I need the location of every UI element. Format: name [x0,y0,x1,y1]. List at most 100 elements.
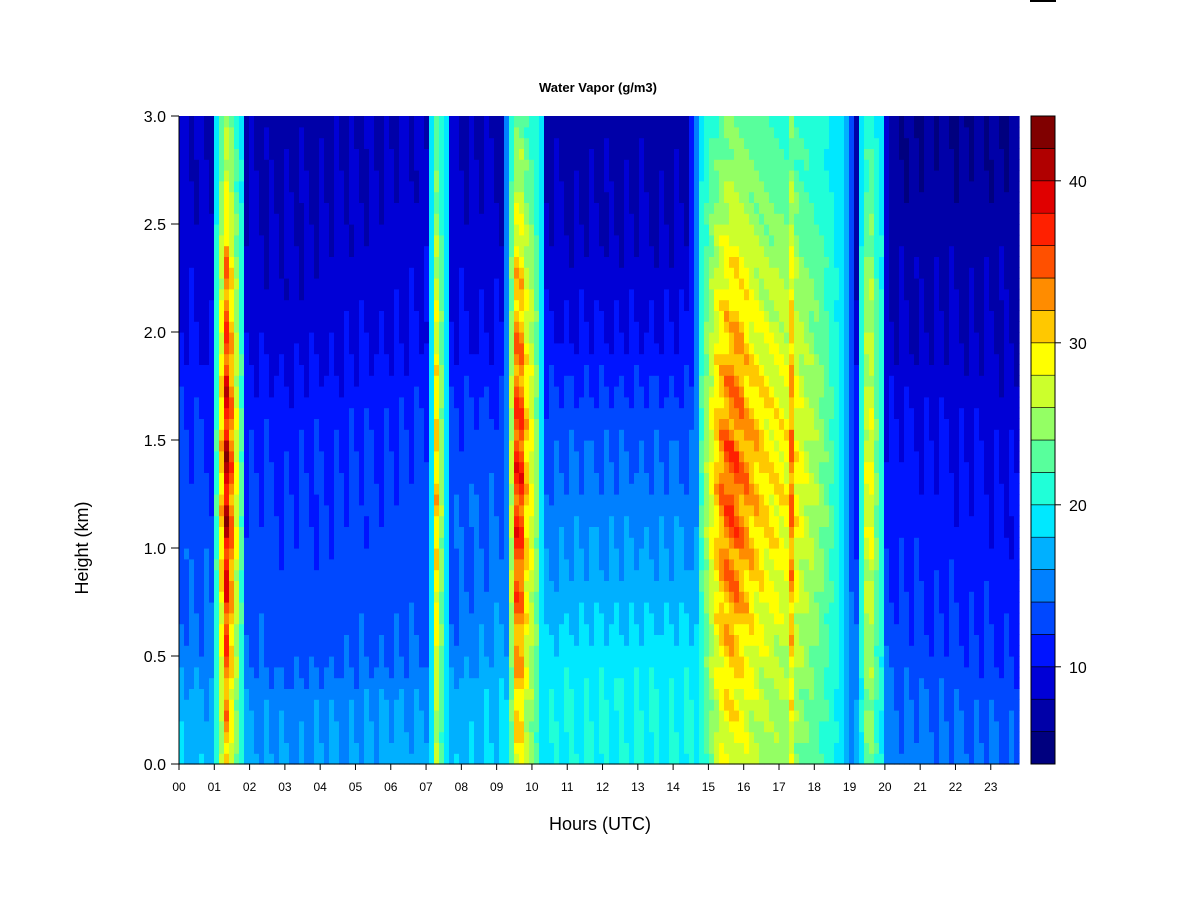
heatmap-cell [234,267,240,279]
heatmap-cell [359,558,365,571]
heatmap-cell [239,418,245,430]
heatmap-cell [559,116,565,128]
heatmap-cell [389,483,395,495]
heatmap-cell [454,267,460,279]
heatmap-cell [564,558,570,571]
heatmap-cell [189,612,195,625]
heatmap-cell [269,440,275,452]
heatmap-cell [289,299,295,311]
heatmap-cell [554,299,560,311]
heatmap-cell [269,731,275,743]
heatmap-cell [264,137,270,149]
heatmap-cell [469,256,475,268]
heatmap-cell [444,213,450,225]
heatmap-cell [569,440,575,452]
heatmap-cell [574,666,580,679]
heatmap-cell [579,278,585,290]
heatmap-cell [549,731,555,743]
heatmap-cell [549,407,555,419]
heatmap-cell [194,407,200,419]
heatmap-cell [179,623,185,635]
heatmap-cell [574,580,580,592]
heatmap-cell [369,342,375,355]
heatmap-cell [524,137,530,149]
heatmap-cell [519,191,525,203]
heatmap-cell [324,202,330,214]
heatmap-cell [429,461,435,473]
heatmap-cell [284,645,290,657]
heatmap-cell [244,569,250,581]
heatmap-cell [249,666,255,679]
heatmap-cell [414,656,420,668]
heatmap-cell [284,429,290,441]
heatmap-cell [309,461,315,473]
heatmap-cell [509,429,515,441]
heatmap-cell [409,526,415,538]
heatmap-cell [259,515,265,527]
heatmap-cell [449,116,455,128]
heatmap-cell [379,353,385,365]
heatmap-cell [589,656,595,668]
heatmap-cell [569,558,575,571]
heatmap-cell [479,537,485,549]
heatmap-cell [319,342,325,355]
heatmap-cell [454,191,460,203]
heatmap-cell [274,461,280,473]
heatmap-cell [259,364,265,376]
heatmap-cell [389,440,395,452]
heatmap-cell [324,688,330,700]
heatmap-cell [494,537,500,549]
heatmap-cell [194,321,200,333]
heatmap-cell [579,267,585,279]
heatmap-cell [534,234,540,247]
heatmap-cell [304,537,310,549]
heatmap-cell [314,688,320,700]
heatmap-cell [514,483,520,495]
heatmap-cell [389,537,395,549]
heatmap-cell [309,472,315,484]
heatmap-cell [534,602,540,614]
heatmap-cell [384,288,390,301]
heatmap-cell [219,710,225,722]
heatmap-cell [479,548,485,560]
heatmap-cell [299,645,305,657]
heatmap-cell [324,710,330,722]
heatmap-cell [549,288,555,301]
heatmap-cell [589,396,595,409]
heatmap-cell [314,429,320,441]
heatmap-cell [399,548,405,560]
heatmap-cell [439,170,445,182]
heatmap-cell [584,699,590,711]
heatmap-cell [509,126,515,139]
heatmap-cell [419,170,425,182]
heatmap-cell [194,126,200,139]
heatmap-cell [234,213,240,225]
heatmap-cell [479,137,485,149]
heatmap-cell [504,148,510,160]
heatmap-cell [569,396,575,409]
heatmap-cell [574,418,580,430]
heatmap-cell [249,429,255,441]
heatmap-cell [259,450,265,463]
heatmap-cell [554,191,560,203]
heatmap-cell [439,429,445,441]
heatmap-cell [434,375,440,387]
heatmap-cell [419,256,425,268]
heatmap-cell [274,116,280,128]
heatmap-cell [334,558,340,571]
heatmap-cell [569,526,575,538]
heatmap-cell [524,558,530,571]
heatmap-cell [469,612,475,625]
heatmap-cell [404,720,410,733]
heatmap-cell [254,418,260,430]
heatmap-cell [499,191,505,203]
heatmap-cell [389,353,395,365]
heatmap-cell [294,375,300,387]
heatmap-cell [364,159,370,171]
heatmap-cell [459,742,465,754]
heatmap-cell [379,224,385,236]
heatmap-cell [589,386,595,398]
heatmap-cell [244,429,250,441]
heatmap-cell [249,591,255,603]
heatmap-cell [349,656,355,668]
